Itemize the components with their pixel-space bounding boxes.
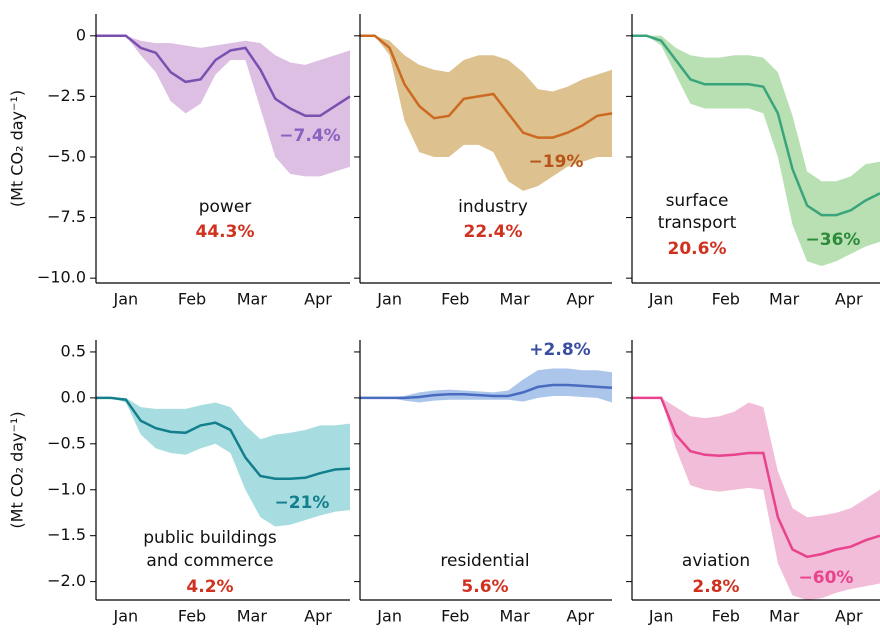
- y-tick-label: −2.5: [47, 86, 86, 105]
- x-tick-label: Feb: [441, 290, 469, 309]
- mean-line: [96, 34, 351, 118]
- share-label: 4.2%: [186, 577, 233, 597]
- sector-label: and commerce: [146, 551, 273, 571]
- share-label: 2.8%: [692, 577, 739, 597]
- x-tick-label: Apr: [304, 290, 332, 309]
- x-tick-label: Mar: [237, 607, 268, 626]
- x-tick-label: Mar: [237, 290, 268, 309]
- change-label: +2.8%: [529, 340, 590, 360]
- y-axis-label: (Mt CO₂ day⁻¹): [8, 90, 27, 207]
- x-tick-label: Feb: [712, 607, 740, 626]
- y-tick-label: −2.0: [47, 571, 86, 590]
- y-tick-label: −0.5: [47, 433, 86, 452]
- x-tick-label: Apr: [566, 607, 594, 626]
- mean-line: [96, 396, 351, 480]
- y-tick-label: −1.5: [47, 525, 86, 544]
- change-label: −21%: [275, 493, 330, 513]
- x-tick-label: Mar: [499, 607, 530, 626]
- sector-label: residential: [440, 551, 529, 571]
- x-tick-label: Feb: [178, 290, 206, 309]
- mean-line: [360, 383, 613, 400]
- x-tick-label: Feb: [178, 607, 206, 626]
- x-tick-label: Jan: [376, 607, 402, 626]
- sector-label: industry: [458, 197, 528, 217]
- change-label: −60%: [799, 568, 854, 588]
- sector-label: surface: [666, 191, 729, 211]
- share-label: 44.3%: [196, 222, 255, 242]
- share-label: 20.6%: [668, 239, 727, 259]
- x-tick-label: Apr: [835, 607, 863, 626]
- share-label: 5.6%: [461, 577, 508, 597]
- x-tick-label: Apr: [304, 607, 332, 626]
- x-tick-label: Feb: [712, 290, 740, 309]
- y-tick-label: 0.5: [61, 341, 86, 360]
- x-tick-label: Feb: [441, 607, 469, 626]
- y-tick-label: −1.0: [47, 479, 86, 498]
- uncertainty-band: [632, 397, 880, 600]
- sector-label: transport: [658, 213, 737, 233]
- x-tick-label: Mar: [499, 290, 530, 309]
- uncertainty-band: [96, 35, 350, 177]
- y-tick-label: −10.0: [37, 268, 86, 287]
- sector-label: power: [199, 197, 252, 217]
- uncertainty-band: [632, 35, 880, 266]
- x-tick-label: Apr: [835, 290, 863, 309]
- share-label: 22.4%: [464, 222, 523, 242]
- x-tick-label: Apr: [566, 290, 594, 309]
- uncertainty-band: [360, 35, 612, 191]
- y-tick-label: 0: [76, 25, 86, 44]
- change-label: −36%: [806, 230, 861, 250]
- x-tick-label: Jan: [376, 290, 402, 309]
- x-tick-label: Jan: [113, 607, 139, 626]
- y-tick-label: −5.0: [47, 146, 86, 165]
- sector-label: aviation: [682, 551, 750, 571]
- change-label: −19%: [529, 152, 584, 172]
- sector-label: public buildings: [143, 528, 277, 548]
- x-tick-label: Jan: [648, 290, 674, 309]
- mean-line: [632, 396, 880, 559]
- x-tick-label: Jan: [648, 607, 674, 626]
- y-tick-label: −7.5: [47, 207, 86, 226]
- x-tick-label: Mar: [769, 290, 800, 309]
- y-axis-label: (Mt CO₂ day⁻¹): [8, 411, 27, 528]
- mean-line: [632, 34, 880, 217]
- mean-line: [360, 34, 613, 139]
- x-tick-label: Mar: [769, 607, 800, 626]
- change-label: −7.4%: [279, 126, 340, 146]
- x-tick-label: Jan: [113, 290, 139, 309]
- uncertainty-band: [360, 368, 612, 403]
- y-tick-label: 0.0: [61, 387, 86, 406]
